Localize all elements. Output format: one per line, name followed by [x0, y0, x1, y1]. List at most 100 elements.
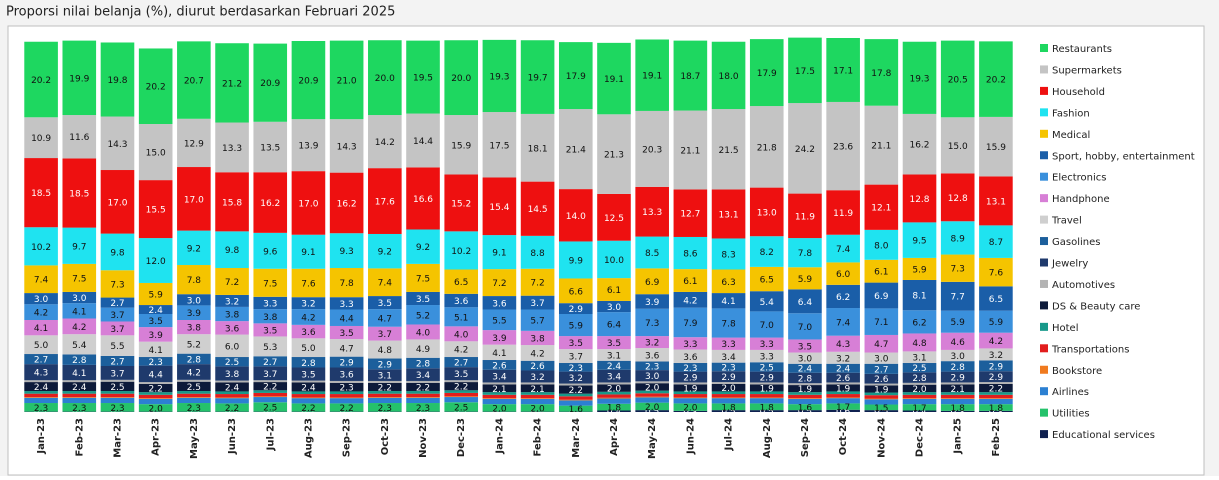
- bar-segment: [750, 394, 784, 397]
- data-label: 3.8: [263, 313, 278, 323]
- data-label: 7.7: [951, 293, 965, 303]
- legend-swatch: [1040, 44, 1048, 52]
- data-label: 2.4: [149, 306, 164, 316]
- data-label: 4.4: [149, 370, 164, 380]
- data-label: 3.4: [492, 373, 507, 383]
- x-tick-label: Dec-23: [456, 418, 467, 457]
- data-label: 12.0: [146, 257, 166, 267]
- x-tick-label: May-23: [189, 418, 200, 459]
- bar-segment: [215, 398, 249, 403]
- data-label: 2.0: [683, 404, 698, 414]
- data-label: 15.0: [948, 142, 968, 152]
- data-label: 2.3: [34, 404, 48, 414]
- data-label: 7.4: [836, 245, 851, 255]
- data-label: 4.1: [72, 307, 86, 317]
- data-label: 16.6: [413, 195, 433, 205]
- data-label: 4.1: [34, 324, 48, 334]
- data-label: 10.9: [31, 134, 51, 144]
- data-label: 6.1: [683, 277, 697, 287]
- bar-segment: [903, 395, 937, 398]
- data-label: 4.2: [454, 346, 468, 356]
- data-label: 3.5: [798, 342, 812, 352]
- bar-segment: [139, 398, 173, 399]
- data-label: 3.8: [187, 324, 202, 334]
- data-label: 3.8: [530, 334, 545, 344]
- data-label: 14.3: [337, 142, 357, 152]
- data-label: 3.4: [721, 353, 736, 363]
- legend-swatch: [1040, 259, 1048, 267]
- data-label: 6.9: [645, 278, 660, 288]
- data-label: 2.9: [760, 374, 775, 384]
- data-label: 2.6: [874, 375, 889, 385]
- bar-segment: [24, 397, 58, 398]
- data-label: 2.0: [645, 383, 660, 393]
- data-label: 14.2: [375, 138, 395, 148]
- data-label: 14.3: [107, 140, 127, 150]
- bar-segment: [750, 398, 784, 403]
- data-label: 2.0: [645, 403, 660, 413]
- data-label: 3.7: [110, 325, 124, 335]
- data-label: 6.6: [569, 287, 584, 297]
- x-tick-label: May-24: [647, 418, 658, 459]
- data-label: 1.7: [912, 404, 926, 414]
- bar-segment: [521, 398, 555, 399]
- data-label: 7.5: [263, 279, 277, 289]
- data-label: 2.5: [454, 403, 468, 413]
- legend-swatch: [1040, 387, 1048, 395]
- bar-segment: [253, 380, 287, 382]
- data-label: 21.3: [604, 151, 624, 161]
- bar-segment: [979, 395, 1013, 398]
- data-label: 3.3: [263, 299, 277, 309]
- bar-segment: [24, 398, 58, 403]
- bar-segment: [788, 398, 822, 399]
- data-label: 17.5: [795, 67, 815, 77]
- data-label: 3.2: [301, 300, 315, 310]
- data-label: 8.7: [989, 238, 1003, 248]
- data-label: 2.4: [34, 383, 49, 393]
- bar-segment: [979, 399, 1013, 404]
- bar-segment: [597, 398, 631, 399]
- data-label: 14.0: [566, 212, 586, 222]
- data-label: 2.4: [607, 362, 622, 372]
- data-label: 15.8: [222, 198, 242, 208]
- data-label: 2.4: [72, 383, 87, 393]
- data-label: 17.1: [833, 66, 853, 76]
- data-label: 6.2: [912, 318, 926, 328]
- bar-segment: [368, 394, 402, 397]
- data-label: 21.0: [337, 76, 357, 86]
- legend-label: Household: [1052, 87, 1105, 98]
- data-label: 5.2: [187, 340, 201, 350]
- data-label: 19.3: [489, 72, 509, 82]
- data-label: 2.3: [569, 364, 583, 374]
- data-label: 3.5: [607, 339, 621, 349]
- legend-swatch: [1040, 108, 1048, 116]
- bar-segment: [444, 397, 478, 402]
- data-label: 3.5: [263, 326, 277, 336]
- bar-segment: [635, 393, 669, 396]
- data-label: 2.2: [301, 404, 315, 414]
- data-label: 4.3: [836, 340, 850, 350]
- data-label: 21.4: [566, 146, 586, 156]
- data-label: 7.2: [225, 278, 239, 288]
- bar-segment: [368, 397, 402, 398]
- data-label: 20.9: [298, 77, 318, 87]
- data-label: 19.3: [909, 74, 929, 84]
- bar-segment: [597, 399, 631, 404]
- data-label: 9.1: [492, 249, 506, 259]
- bar-segment: [674, 397, 708, 398]
- data-label: 6.9: [874, 292, 889, 302]
- data-label: 2.3: [110, 404, 124, 414]
- data-label: 18.7: [680, 72, 700, 82]
- data-label: 5.9: [569, 322, 584, 332]
- data-label: 19.1: [604, 75, 624, 85]
- data-label: 10.2: [451, 247, 471, 257]
- data-label: 15.9: [451, 141, 471, 151]
- legend-label: Gasolines: [1052, 237, 1100, 248]
- data-label: 2.5: [912, 364, 926, 374]
- bar-segment: [597, 382, 631, 384]
- data-label: 3.6: [339, 371, 354, 381]
- data-label: 7.2: [530, 279, 544, 289]
- legend-label: Electronics: [1052, 173, 1107, 184]
- data-label: 18.5: [69, 190, 89, 200]
- data-label: 10.0: [604, 256, 624, 266]
